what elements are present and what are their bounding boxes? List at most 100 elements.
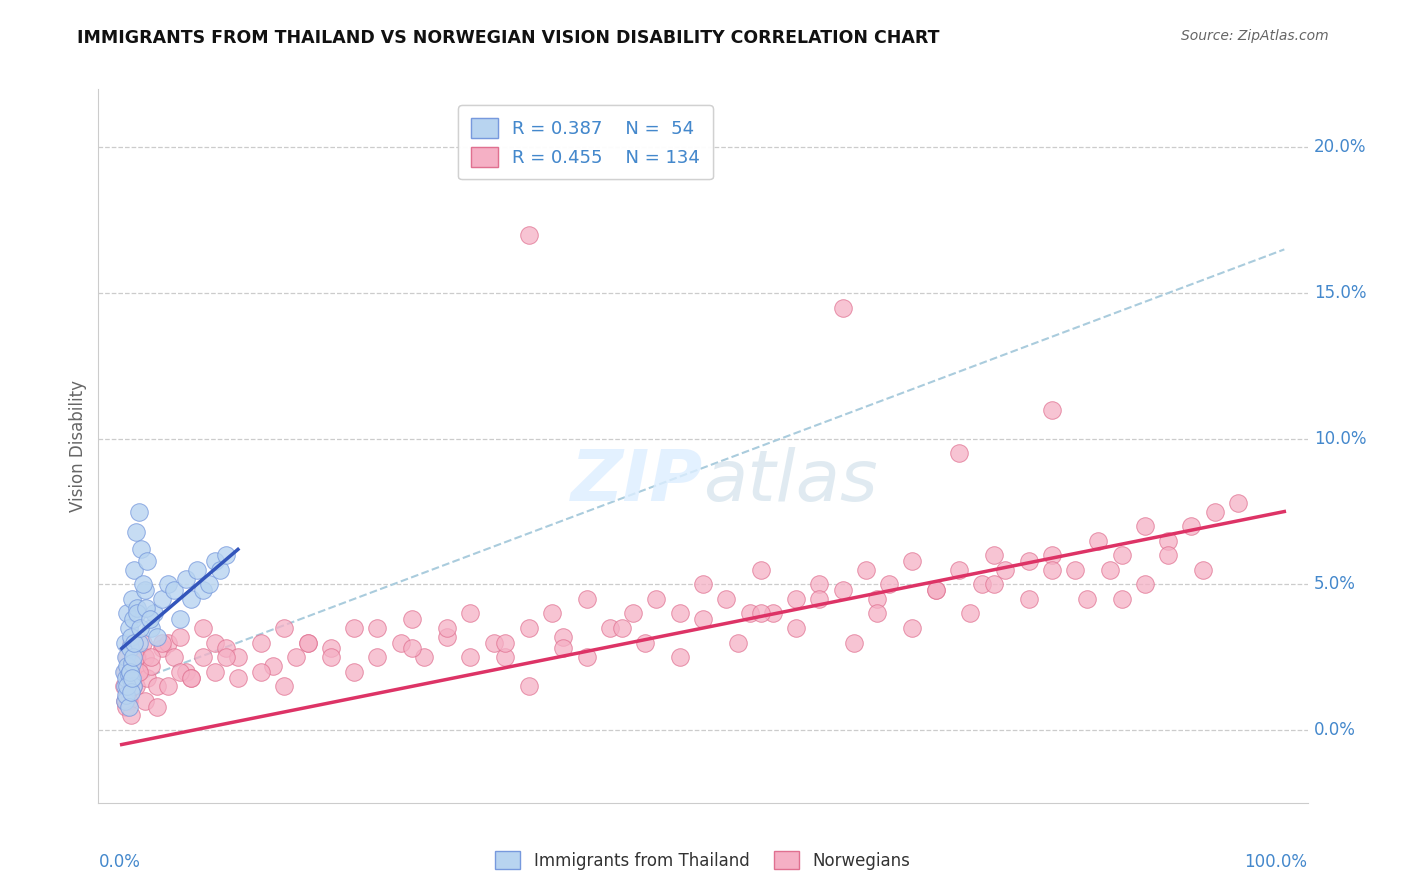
Point (120, 679, 142, 693)
Point (120, 673, 142, 688)
Point (285, 650, 308, 665)
Point (118, 667, 141, 681)
Point (250, 665, 273, 679)
Point (112, 679, 135, 693)
Point (118, 694, 141, 708)
Point (785, 621, 807, 635)
Point (1111, 548, 1133, 562)
Point (128, 504, 150, 518)
Point (855, 563, 877, 577)
Point (319, 641, 342, 656)
Point (124, 650, 146, 665)
Point (1018, 554, 1040, 568)
Point (169, 665, 191, 679)
Point (134, 583, 156, 598)
Point (136, 554, 159, 568)
Point (785, 591, 807, 606)
Point (191, 650, 214, 665)
Point (994, 563, 1017, 577)
Text: ZIP: ZIP (571, 447, 703, 516)
Point (250, 635, 273, 649)
Point (924, 583, 946, 598)
Point (1180, 519, 1202, 533)
Point (575, 650, 598, 665)
Point (1133, 519, 1156, 533)
Point (226, 650, 249, 665)
Point (1157, 548, 1180, 562)
Point (150, 591, 173, 606)
Point (517, 621, 540, 635)
Point (413, 650, 436, 665)
Point (1076, 591, 1098, 606)
Point (1098, 563, 1121, 577)
Point (131, 635, 153, 649)
Point (273, 679, 295, 693)
Point (191, 583, 214, 598)
Point (553, 641, 575, 656)
Point (115, 699, 138, 714)
Point (366, 621, 388, 635)
Legend: Immigrants from Thailand, Norwegians: Immigrants from Thailand, Norwegians (489, 845, 917, 877)
Point (121, 665, 143, 679)
Point (215, 548, 238, 562)
Point (180, 671, 202, 685)
Point (131, 577, 153, 591)
Point (180, 671, 202, 685)
Point (115, 650, 138, 665)
Point (226, 671, 249, 685)
Point (122, 641, 145, 656)
Point (128, 635, 150, 649)
Point (599, 621, 621, 635)
Point (114, 694, 136, 708)
Point (121, 671, 143, 685)
Point (145, 679, 167, 693)
Point (668, 607, 690, 621)
Point (118, 659, 141, 673)
Point (124, 563, 146, 577)
Point (134, 694, 156, 708)
Point (831, 583, 853, 598)
Text: 5.0%: 5.0% (1313, 575, 1355, 593)
Point (122, 650, 145, 665)
Point (163, 650, 186, 665)
Point (460, 607, 482, 621)
Point (139, 659, 162, 673)
Point (124, 635, 146, 649)
Point (118, 641, 141, 656)
Point (125, 600, 148, 615)
Point (157, 577, 180, 591)
Point (494, 635, 516, 649)
Point (866, 607, 889, 621)
Point (1040, 402, 1063, 417)
Text: atlas: atlas (703, 447, 877, 516)
Point (135, 600, 157, 615)
Point (1204, 504, 1226, 518)
Point (120, 685, 142, 699)
Point (1040, 563, 1063, 577)
Point (115, 694, 138, 708)
Point (575, 591, 598, 606)
Point (129, 621, 152, 635)
Point (117, 659, 139, 673)
Point (970, 577, 993, 591)
Point (1157, 533, 1180, 548)
Point (877, 577, 900, 591)
Point (198, 577, 221, 591)
Point (112, 665, 135, 679)
Point (273, 621, 295, 635)
Point (180, 591, 202, 606)
Point (262, 659, 284, 673)
Point (157, 679, 180, 693)
Point (621, 607, 644, 621)
Point (118, 671, 141, 685)
Point (145, 699, 167, 714)
Point (120, 630, 142, 644)
Point (121, 656, 143, 670)
Point (122, 671, 145, 685)
Point (749, 563, 772, 577)
Point (136, 671, 159, 685)
Point (1087, 533, 1109, 548)
Point (117, 688, 139, 702)
Point (297, 635, 319, 649)
Point (163, 583, 186, 598)
